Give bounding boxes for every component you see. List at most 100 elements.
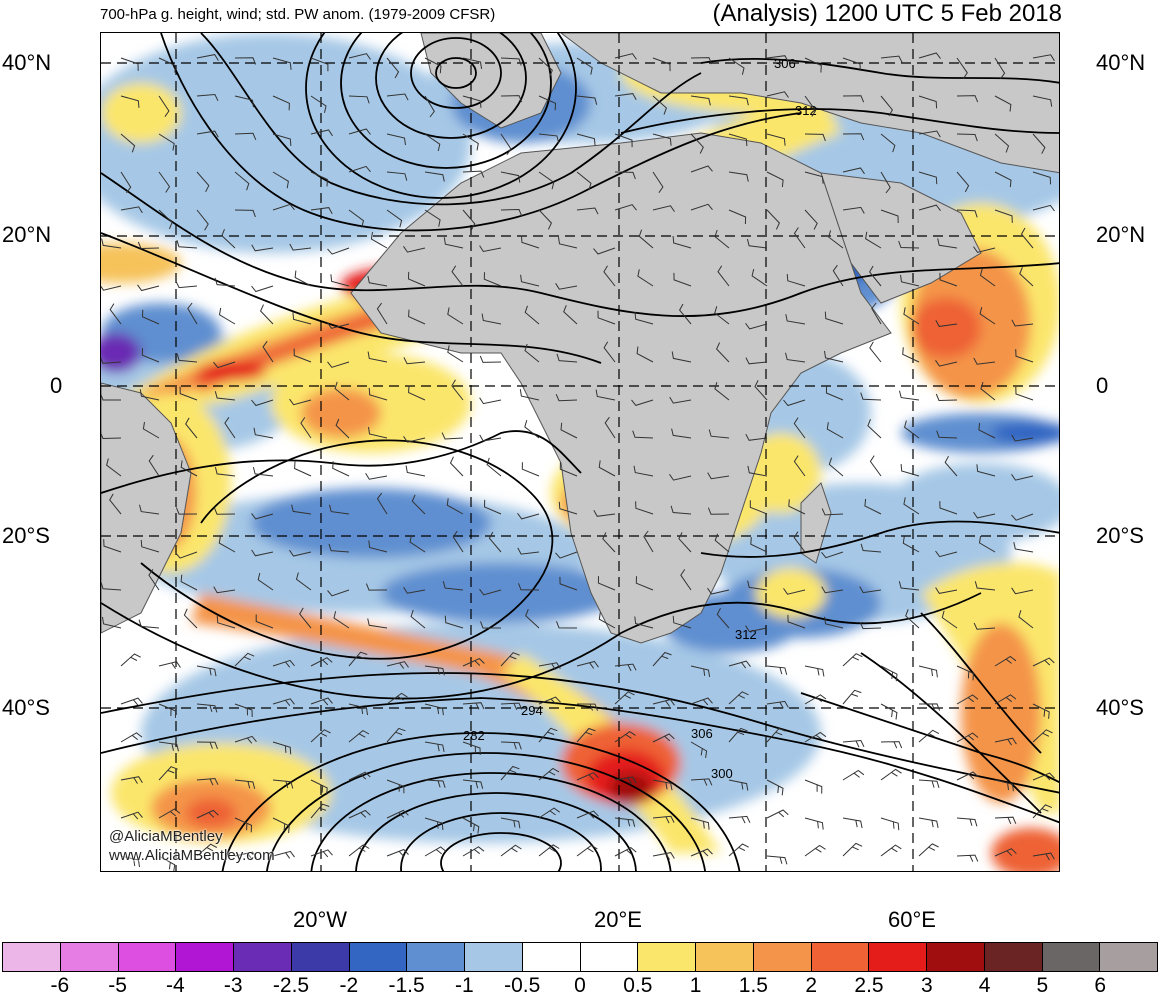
colorbar-cell <box>869 943 927 971</box>
wind-barb <box>408 385 426 401</box>
wind-barb <box>595 389 616 401</box>
colorbar-cell <box>638 943 696 971</box>
wind-barb <box>538 696 561 705</box>
wind-barb <box>424 741 445 752</box>
colorbar-label: 6 <box>1094 974 1107 997</box>
wind-barb <box>842 95 865 103</box>
wind-barb <box>443 237 464 249</box>
wind-barb <box>310 657 333 667</box>
wind-barb <box>826 422 844 439</box>
wind-barb <box>1011 513 1034 521</box>
wind-barb <box>234 652 255 667</box>
wind-barb <box>524 343 540 363</box>
wind-barb <box>576 171 592 191</box>
wind-barb <box>728 815 751 824</box>
height-contours <box>101 33 1059 871</box>
lon-label-20e: 20°E <box>594 907 642 932</box>
wind-barb <box>707 587 730 595</box>
wind-barb <box>403 246 426 253</box>
colorbar-label: 0.5 <box>623 974 653 997</box>
wind-barb <box>196 741 218 749</box>
credit-website: www.AliciaMBentley.com <box>109 847 275 864</box>
wind-barb <box>158 741 179 752</box>
wind-barb <box>994 133 1010 153</box>
colorbar-cell <box>407 943 465 971</box>
wind-barb <box>348 703 368 716</box>
wind-barb <box>980 381 996 401</box>
wind-barb <box>716 607 730 629</box>
wind-barb <box>614 817 636 827</box>
wind-barb <box>828 457 844 477</box>
wind-barb <box>310 697 333 706</box>
wind-barb <box>424 846 447 857</box>
wind-barb <box>842 769 865 781</box>
wind-barb <box>614 53 637 60</box>
wind-barb <box>652 205 675 212</box>
wind-barb <box>690 741 708 758</box>
wind-barb <box>936 430 958 439</box>
wind-barb <box>424 57 442 74</box>
wind-barb <box>880 171 891 194</box>
wind-barb <box>451 379 464 401</box>
wind-barb <box>180 574 198 591</box>
wind-barb <box>251 399 274 407</box>
wind-barb <box>828 230 844 249</box>
wind-barb <box>295 572 312 591</box>
wind-barb <box>218 307 236 325</box>
wind-barb <box>500 765 520 781</box>
wind-barb <box>479 245 502 253</box>
wind-barb <box>880 844 902 857</box>
wind-barb <box>272 133 292 146</box>
wind-barb <box>690 203 713 211</box>
wind-barb <box>481 313 502 325</box>
wind-barb <box>994 779 1014 792</box>
wind-barb <box>939 501 958 515</box>
wind-barb <box>524 420 540 439</box>
wind-barb <box>462 57 483 69</box>
contour-label: 312 <box>795 103 817 118</box>
wind-barb <box>935 320 958 327</box>
wind-barb <box>1011 434 1034 442</box>
wind-barb <box>918 95 938 109</box>
wind-barb <box>386 209 403 228</box>
wind-barb <box>292 312 312 325</box>
wind-barb <box>500 208 523 217</box>
wind-barb <box>918 204 941 211</box>
wind-barb <box>462 741 481 756</box>
wind-barb <box>976 464 996 477</box>
wind-barb <box>289 549 312 557</box>
wind-barb <box>880 95 894 117</box>
wind-barb <box>824 311 844 325</box>
colorbar-label: 0 <box>574 974 586 997</box>
wind-barb <box>637 269 654 287</box>
wind-barb <box>462 658 485 667</box>
colorbar-cell <box>234 943 292 971</box>
colorbar-cell <box>1042 943 1101 971</box>
wind-barb <box>500 652 520 667</box>
wind-barb <box>766 855 788 865</box>
wind-barb <box>560 422 578 439</box>
wind-barb <box>148 569 160 591</box>
wind-barb <box>994 95 1012 112</box>
wind-barb <box>109 303 122 325</box>
wind-barb <box>479 397 502 405</box>
lat-label-right-40n: 40°N <box>1096 50 1146 75</box>
wind-barb <box>480 621 501 629</box>
wind-barb <box>479 434 502 442</box>
wind-barb <box>424 665 445 676</box>
lon-label-20w: 20°W <box>292 907 348 932</box>
wind-barb <box>424 817 444 831</box>
wind-barb <box>563 305 578 325</box>
wind-barb <box>717 265 730 287</box>
wind-barb <box>424 209 441 227</box>
wind-barb <box>974 581 996 591</box>
lat-label-left-20s: 20°S <box>2 523 50 548</box>
wind-barb <box>905 609 920 629</box>
wind-barb <box>407 271 426 287</box>
lat-label-right-eq: 0 <box>1096 373 1109 398</box>
wind-barb <box>603 265 616 287</box>
wind-barb <box>348 165 371 173</box>
colorbar-label: -1.5 <box>388 974 425 997</box>
lon-label-60e: 60°E <box>888 907 936 932</box>
wind-barb <box>180 460 198 477</box>
